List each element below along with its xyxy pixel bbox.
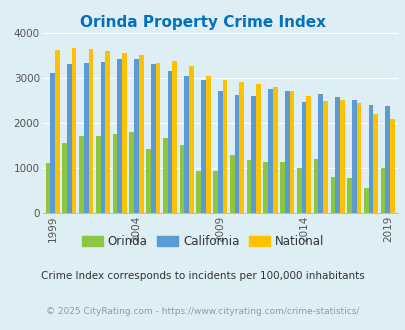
Bar <box>213 171 217 213</box>
Bar <box>72 48 76 213</box>
Bar <box>335 97 339 213</box>
Bar <box>356 103 360 213</box>
Bar <box>113 134 117 213</box>
Bar <box>45 163 50 213</box>
Bar <box>162 138 167 213</box>
Bar <box>234 95 239 213</box>
Bar <box>50 74 55 213</box>
Bar <box>134 59 139 213</box>
Bar <box>306 96 310 213</box>
Bar <box>122 53 126 213</box>
Bar <box>246 160 251 213</box>
Bar <box>279 162 284 213</box>
Bar <box>301 102 306 213</box>
Bar <box>296 168 301 213</box>
Bar <box>62 143 67 213</box>
Bar <box>184 76 189 213</box>
Bar <box>363 188 368 213</box>
Bar <box>96 136 100 213</box>
Bar <box>151 64 155 213</box>
Bar <box>196 172 200 213</box>
Bar <box>155 63 160 213</box>
Bar <box>384 106 389 213</box>
Bar <box>67 64 72 213</box>
Bar <box>373 114 377 213</box>
Bar <box>251 96 256 213</box>
Bar <box>84 63 88 213</box>
Bar <box>222 80 227 213</box>
Bar <box>55 50 60 213</box>
Bar <box>284 91 289 213</box>
Bar <box>129 132 134 213</box>
Bar <box>368 105 373 213</box>
Bar <box>229 155 234 213</box>
Bar <box>88 49 93 213</box>
Text: Orinda Property Crime Index: Orinda Property Crime Index <box>80 15 325 30</box>
Bar <box>272 87 277 213</box>
Bar <box>146 148 151 213</box>
Bar <box>105 51 110 213</box>
Bar <box>256 84 260 213</box>
Bar <box>117 59 122 213</box>
Bar <box>318 94 322 213</box>
Bar <box>217 90 222 213</box>
Bar <box>351 100 356 213</box>
Bar <box>263 162 268 213</box>
Bar <box>167 71 172 213</box>
Bar <box>239 82 243 213</box>
Bar <box>330 177 335 213</box>
Bar <box>346 178 351 213</box>
Bar <box>313 159 318 213</box>
Bar <box>100 62 105 213</box>
Bar <box>200 80 205 213</box>
Legend: Orinda, California, National: Orinda, California, National <box>77 230 328 253</box>
Bar <box>380 168 384 213</box>
Bar <box>189 66 193 213</box>
Text: Crime Index corresponds to incidents per 100,000 inhabitants: Crime Index corresponds to incidents per… <box>41 271 364 280</box>
Bar <box>79 136 84 213</box>
Bar <box>389 119 394 213</box>
Bar <box>139 55 143 213</box>
Bar <box>339 100 344 213</box>
Bar <box>205 76 210 213</box>
Bar <box>289 91 294 213</box>
Bar <box>179 145 184 213</box>
Text: © 2025 CityRating.com - https://www.cityrating.com/crime-statistics/: © 2025 CityRating.com - https://www.city… <box>46 307 359 316</box>
Bar <box>268 89 272 213</box>
Bar <box>322 101 327 213</box>
Bar <box>172 61 177 213</box>
